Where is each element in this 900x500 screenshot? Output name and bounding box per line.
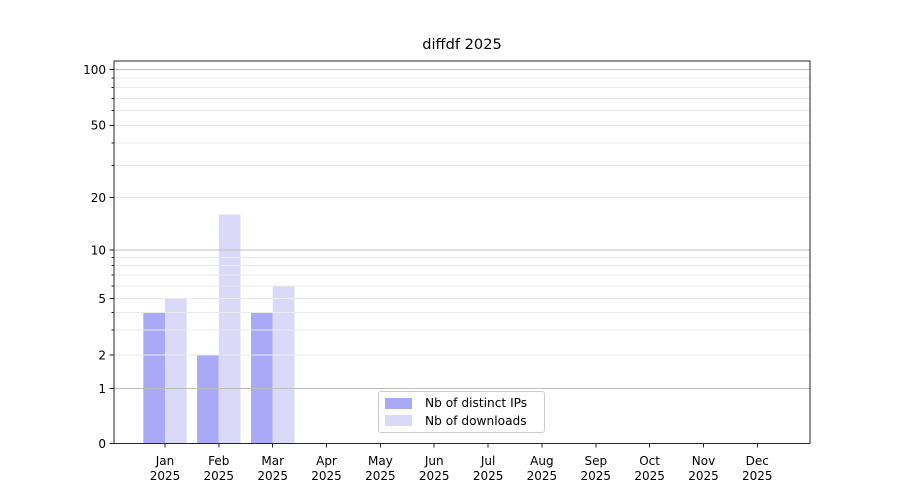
legend-label-distinct-ips: Nb of distinct IPs	[425, 396, 528, 411]
x-tick-label-aug: Aug	[530, 454, 553, 468]
x-tick-year-jul: 2025	[473, 469, 504, 483]
y-tick-label-1: 1	[98, 382, 106, 396]
x-tick-year-oct: 2025	[634, 469, 665, 483]
y-tick-label-10: 10	[91, 243, 106, 257]
legend: Nb of distinct IPs Nb of downloads	[378, 391, 545, 433]
x-tick-year-feb: 2025	[204, 469, 235, 483]
x-tick-label-sep: Sep	[584, 454, 607, 468]
legend-item-downloads: Nb of downloads	[385, 413, 544, 428]
x-tick-label-jul: Jul	[480, 454, 495, 468]
bar-nb-of-downloads-jan	[165, 298, 187, 444]
y-tick-label-20: 20	[91, 191, 106, 205]
y-tick-label-2: 2	[98, 348, 106, 362]
x-tick-label-feb: Feb	[208, 454, 229, 468]
bar-nb-of-downloads-mar	[272, 285, 295, 444]
x-tick-label-nov: Nov	[692, 454, 715, 468]
x-tick-year-apr: 2025	[311, 469, 342, 483]
x-tick-label-jun: Jun	[424, 454, 444, 468]
legend-swatch-downloads-icon	[385, 415, 412, 427]
chart-title: diffdf 2025	[422, 36, 502, 53]
x-tick-year-sep: 2025	[581, 469, 612, 483]
bar-nb-of-distinct-ips-jan	[143, 312, 165, 444]
x-tick-label-apr: Apr	[316, 454, 337, 468]
x-tick-label-dec: Dec	[746, 454, 769, 468]
x-tick-year-may: 2025	[365, 469, 396, 483]
bar-nb-of-downloads-feb	[218, 214, 241, 444]
x-tick-year-jan: 2025	[150, 469, 181, 483]
x-tick-year-aug: 2025	[527, 469, 558, 483]
x-tick-label-mar: Mar	[261, 454, 284, 468]
legend-swatch-distinct-ips-icon	[385, 397, 412, 409]
plot-spines	[113, 60, 811, 444]
y-tick-label-100: 100	[83, 63, 106, 77]
x-tick-year-nov: 2025	[688, 469, 719, 483]
y-tick-label-5: 5	[98, 292, 106, 306]
legend-label-downloads: Nb of downloads	[425, 413, 527, 428]
legend-item-distinct-ips: Nb of distinct IPs	[385, 397, 544, 409]
bar-nb-of-distinct-ips-mar	[251, 312, 273, 444]
x-tick-label-oct: Oct	[639, 454, 660, 468]
bar-nb-of-distinct-ips-feb	[197, 355, 219, 444]
y-tick-label-50: 50	[91, 119, 106, 133]
x-tick-label-jan: Jan	[155, 454, 175, 468]
x-tick-label-may: May	[368, 454, 393, 468]
x-tick-year-mar: 2025	[257, 469, 288, 483]
x-tick-year-jun: 2025	[419, 469, 450, 483]
y-tick-label-0: 0	[98, 437, 106, 451]
x-tick-year-dec: 2025	[742, 469, 773, 483]
